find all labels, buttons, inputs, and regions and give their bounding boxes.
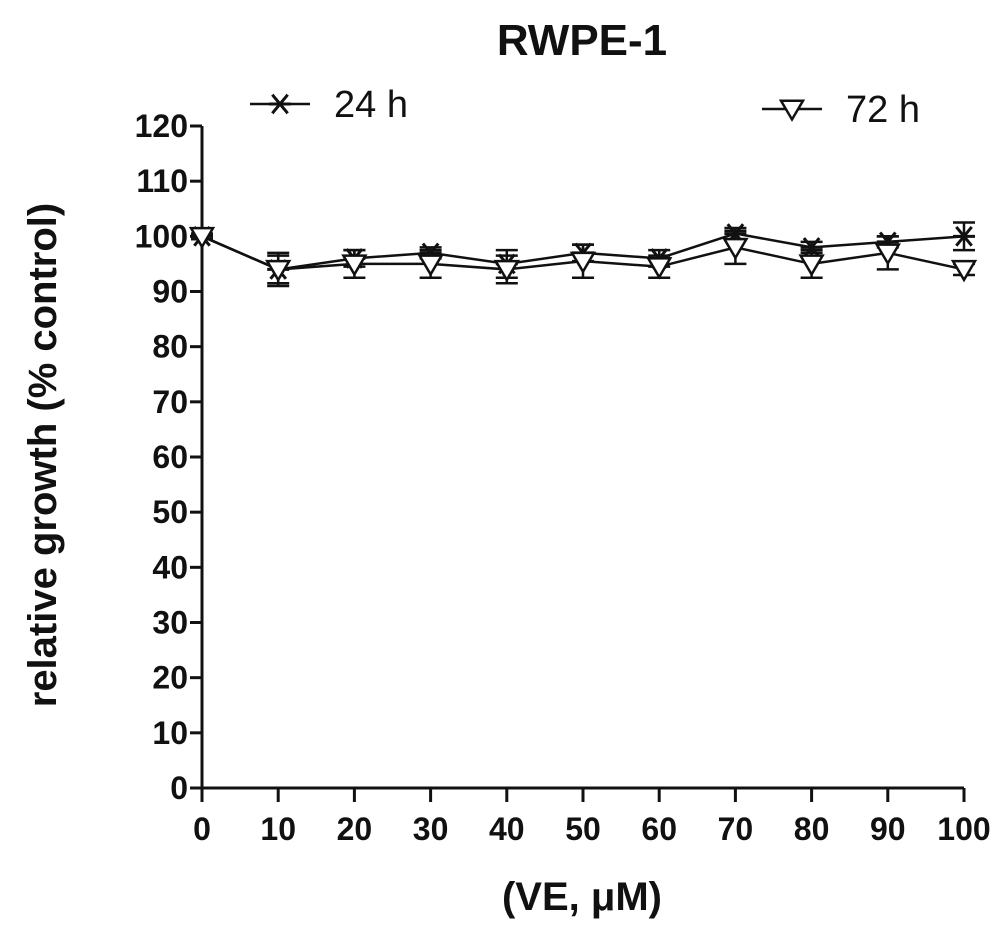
data-point <box>953 226 975 247</box>
legend-item-1: 72 h <box>762 89 920 131</box>
x-tick-label: 70 <box>718 811 754 847</box>
y-tick-label: 40 <box>152 549 188 585</box>
y-tick-label: 60 <box>152 439 188 475</box>
data-point <box>569 251 597 275</box>
data-point <box>874 243 901 266</box>
legend-label: 24 h <box>334 84 408 126</box>
data-point <box>646 257 673 280</box>
y-tick-label: 120 <box>135 108 188 144</box>
y-tick-label: 10 <box>152 715 188 751</box>
x-tick-label: 90 <box>870 811 906 847</box>
data-point <box>493 259 520 283</box>
x-tick-label: 40 <box>489 811 525 847</box>
data-point <box>341 254 368 277</box>
series-layer <box>188 221 978 288</box>
y-tick-label: 80 <box>152 329 188 365</box>
x-tick-label: 60 <box>641 811 677 847</box>
data-point <box>417 254 444 277</box>
y-tick-label: 100 <box>135 218 188 254</box>
legend-label: 72 h <box>846 89 920 131</box>
data-point <box>188 226 216 250</box>
data-point <box>800 237 823 258</box>
data-point <box>722 237 749 261</box>
y-axis-title: relative growth (% control) <box>21 203 65 708</box>
x-tick-label: 30 <box>413 811 449 847</box>
y-tick-label: 90 <box>152 274 188 310</box>
marker-stroke <box>271 93 289 115</box>
legend-item-0: 24 h <box>250 84 408 126</box>
x-tick-label: 10 <box>260 811 296 847</box>
x-tick-label: 80 <box>794 811 830 847</box>
axes: 0 10 20 30 40 50 60 70 80 90 100 110 120 0 10 20 30 40 50 6… <box>135 108 991 847</box>
x-tick-label: 0 <box>193 811 211 847</box>
y-tick-label: 70 <box>152 384 188 420</box>
data-point <box>265 259 292 283</box>
x-tick-label: 50 <box>565 811 601 847</box>
y-tick-label: 110 <box>136 163 188 199</box>
x-axis-title: (VE, μM) <box>502 875 662 919</box>
series-1 <box>188 226 978 288</box>
legend-marker <box>778 99 806 122</box>
marker-stroke <box>955 226 973 247</box>
chart-title: RWPE-1 <box>497 16 667 65</box>
y-tick-label: 20 <box>152 660 188 696</box>
x-tick-label: 20 <box>337 811 373 847</box>
legend: 24 h 72 h <box>250 84 920 131</box>
marker-stroke <box>802 237 821 258</box>
data-point <box>798 254 825 277</box>
data-point <box>950 259 978 283</box>
x-tick-label: 100 <box>937 811 990 847</box>
y-tick-label: 50 <box>152 494 188 530</box>
y-tick-label: 0 <box>170 770 188 806</box>
legend-marker <box>269 93 291 115</box>
y-tick-label: 30 <box>152 605 188 641</box>
